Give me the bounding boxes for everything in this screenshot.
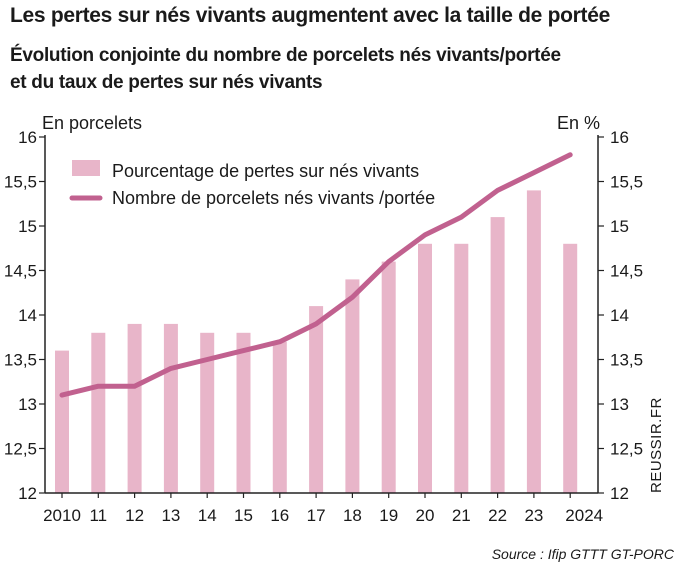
bar-11	[91, 332, 106, 493]
bar-21	[454, 243, 469, 493]
x-tick-label: 23	[524, 506, 543, 525]
bar-16	[272, 341, 287, 493]
bar-2010	[55, 350, 69, 493]
bar-2024	[563, 243, 578, 493]
left-tick-label: 12	[18, 484, 37, 503]
right-tick-label: 14,5	[610, 262, 643, 281]
x-tick-label: 14	[198, 506, 217, 525]
right-tick-label: 16	[610, 128, 629, 147]
bar-14	[200, 332, 215, 493]
right-tick-label: 13	[610, 395, 629, 414]
bar-18	[345, 279, 360, 493]
right-tick-label: 12,5	[610, 440, 643, 459]
x-tick-label: 16	[270, 506, 289, 525]
left-tick-label: 12,5	[4, 440, 37, 459]
chart-title: Les pertes sur nés vivants augmentent av…	[10, 4, 610, 27]
bar-22	[490, 217, 505, 493]
x-tick-label: 19	[379, 506, 398, 525]
subtitle-line-1: Évolution conjointe du nombre de porcele…	[10, 45, 561, 66]
left-tick-label: 13,5	[4, 351, 37, 370]
bar-19	[381, 261, 396, 493]
bar-13	[163, 323, 178, 493]
right-tick-label: 15,5	[610, 173, 643, 192]
legend-line-label: Nombre de porcelets nés vivants /portée	[112, 188, 435, 208]
right-tick-label: 13,5	[610, 351, 643, 370]
legend-bar-swatch	[72, 160, 100, 176]
right-tick-label: 15	[610, 217, 629, 236]
x-tick-label: 11	[89, 506, 107, 525]
source-note: Source : Ifip GTTT GT-PORC	[491, 546, 674, 562]
left-tick-label: 13	[18, 395, 37, 414]
right-tick-label: 14	[610, 306, 629, 325]
x-tick-label: 17	[307, 506, 326, 525]
x-tick-label: 15	[234, 506, 253, 525]
bar-23	[526, 190, 541, 493]
x-tick-label: 18	[343, 506, 362, 525]
left-tick-label: 14,5	[4, 262, 37, 281]
chart-subtitle: Évolution conjointe du nombre de porcele…	[10, 42, 561, 96]
x-tick-label: 21	[452, 506, 471, 525]
x-tick-label: 13	[161, 506, 180, 525]
bar-15	[236, 332, 251, 493]
subtitle-line-2: et du taux de pertes sur nés vivants	[10, 72, 323, 93]
bar-12	[127, 323, 142, 493]
x-tick-label: 20	[416, 506, 435, 525]
x-tick-label: 22	[488, 506, 507, 525]
bar-17	[309, 306, 324, 493]
x-tick-label: 12	[125, 506, 144, 525]
left-tick-label: 14	[18, 306, 37, 325]
left-tick-label: 16	[18, 128, 37, 147]
right-tick-label: 12	[610, 484, 629, 503]
bar-20	[418, 243, 432, 493]
x-tick-label: 2010	[43, 506, 81, 525]
right-axis-unit-label: En %	[556, 113, 600, 133]
left-axis-unit-label: En porcelets	[42, 113, 143, 133]
left-tick-label: 15,5	[4, 173, 37, 192]
left-tick-label: 15	[18, 217, 37, 236]
credit-label: REUSSIR.FR	[648, 397, 665, 493]
x-tick-label: 2024	[565, 506, 603, 525]
legend-bar-label: Pourcentage de pertes sur nés vivants	[112, 161, 419, 181]
